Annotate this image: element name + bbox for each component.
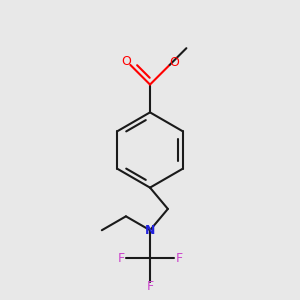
Text: F: F	[118, 251, 125, 265]
Text: F: F	[146, 280, 154, 293]
Text: O: O	[169, 56, 179, 69]
Text: F: F	[175, 251, 182, 265]
Text: N: N	[145, 224, 155, 237]
Text: O: O	[121, 55, 131, 68]
